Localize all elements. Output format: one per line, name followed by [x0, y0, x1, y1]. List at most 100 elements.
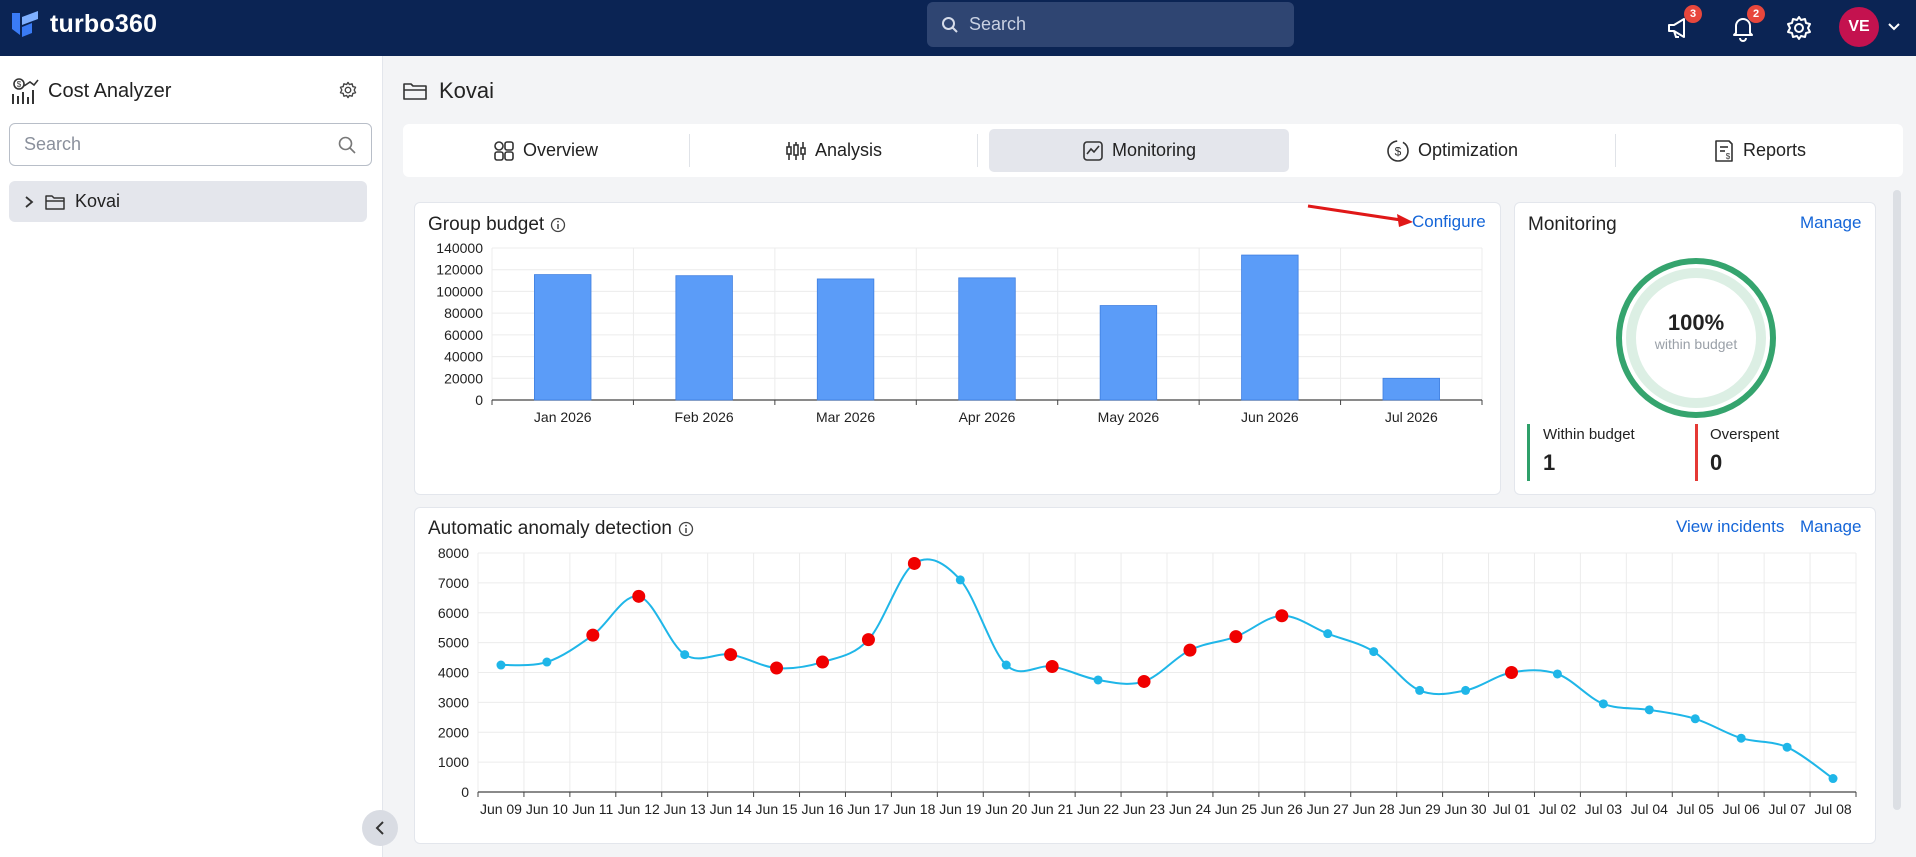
line-chart-y-tick-label: 2000	[438, 724, 469, 740]
tab-bar: Overview Analysis Monitoring $ Optimizat…	[403, 124, 1903, 177]
anomaly-point	[1505, 666, 1518, 679]
anomaly-detection-card: Automatic anomaly detection View inciden…	[414, 507, 1876, 844]
line-chart-x-tick-label: Jul 02	[1539, 801, 1577, 817]
line-chart-x-tick-label: Jul 03	[1585, 801, 1623, 817]
data-point	[1736, 733, 1746, 743]
sidebar-search-placeholder: Search	[24, 134, 82, 154]
annotation-arrow	[1307, 204, 1413, 227]
line-chart-x-tick-label: Jun 27	[1307, 801, 1349, 817]
app-logo[interactable]: turbo360	[10, 9, 157, 39]
bar-chart-x-tick-label: May 2026	[1098, 409, 1160, 425]
tab-reports[interactable]: $ Reports	[1616, 129, 1903, 172]
bar-chart-x-tick-label: Jan 2026	[534, 409, 592, 425]
line-chart-y-tick-label: 0	[461, 784, 469, 800]
collapse-sidebar-button[interactable]	[362, 810, 398, 846]
chevron-right-icon[interactable]	[23, 195, 35, 209]
svg-text:$: $	[1726, 152, 1731, 161]
data-point	[1369, 647, 1379, 657]
bar	[958, 277, 1016, 401]
page-scrollbar[interactable]	[1893, 190, 1901, 810]
chevron-down-icon[interactable]	[1886, 18, 1902, 34]
anomaly-point	[907, 556, 921, 570]
anomaly-point	[1137, 674, 1151, 688]
sidebar-settings-gear-icon[interactable]	[337, 79, 359, 101]
settings-button[interactable]	[1783, 12, 1815, 44]
data-point	[1323, 629, 1333, 639]
line-chart-x-tick-label: Jun 26	[1261, 801, 1303, 817]
tab-label: Monitoring	[1111, 140, 1197, 160]
data-point	[1598, 699, 1608, 709]
line-chart-x-tick-label: Jun 12	[618, 801, 660, 817]
line-chart-y-tick-label: 7000	[438, 575, 469, 591]
anomaly-point	[816, 655, 829, 669]
line-chart-x-tick-label: Jun 21	[1031, 801, 1073, 817]
monitoring-manage-link[interactable]: Manage	[1800, 213, 1862, 232]
line-chart-x-tick-label: Jun 13	[664, 801, 706, 817]
tab-optimization[interactable]: $ Optimization	[1289, 129, 1615, 172]
anomaly-point	[861, 633, 875, 647]
top-bar: turbo360 Search 3 2 VE	[0, 0, 1916, 56]
line-chart-x-tick-label: Jun 15	[756, 801, 798, 817]
announcements-button[interactable]: 3	[1664, 5, 1702, 44]
sidebar-search-input[interactable]: Search	[9, 123, 372, 166]
info-icon[interactable]	[678, 521, 694, 537]
tab-overview[interactable]: Overview	[403, 129, 688, 172]
sidebar-header: $ Cost Analyzer	[10, 76, 171, 106]
bar	[1382, 377, 1440, 401]
line-chart-x-tick-label: Jun 10	[526, 801, 568, 817]
anomaly-point	[770, 661, 784, 675]
bar-chart-y-tick-label: 80000	[444, 305, 483, 321]
bar-chart-x-tick-label: Apr 2026	[959, 409, 1016, 425]
line-chart-x-tick-label: Jun 16	[801, 801, 843, 817]
line-chart-x-tick-label: Jun 14	[710, 801, 752, 817]
data-point	[1415, 685, 1425, 695]
bar-chart-y-tick-label: 0	[475, 392, 483, 408]
gauge-percent: 100%	[1667, 310, 1725, 335]
sidebar: $ Cost Analyzer Search Kovai	[0, 56, 398, 857]
global-search-input[interactable]: Search	[927, 2, 1294, 47]
group-budget-card: Group budget Configure 0 20000 40000 60000 8…	[414, 202, 1501, 495]
tab-divider	[689, 134, 690, 167]
bar-chart-y-tick-label: 60000	[444, 327, 483, 343]
budget-gauge	[1616, 258, 1776, 418]
tab-label: Reports	[1742, 140, 1807, 160]
folder-icon	[403, 83, 427, 100]
line-chart-x-tick-label: Jun 19	[939, 801, 981, 817]
anomaly-manage-link[interactable]: Manage	[1800, 517, 1862, 536]
bar-chart-y-tick-label: 140000	[436, 243, 483, 256]
data-point	[1093, 675, 1103, 685]
sidebar-item-kovai[interactable]: Kovai	[9, 181, 367, 222]
tab-monitoring[interactable]: Monitoring	[989, 129, 1289, 172]
app-name: turbo360	[50, 9, 158, 38]
data-point	[496, 660, 506, 670]
line-chart-x-tick-label: Jul 06	[1722, 801, 1760, 817]
anomaly-point	[724, 648, 738, 662]
view-incidents-link[interactable]: View incidents	[1676, 517, 1785, 536]
chevron-left-icon	[375, 821, 384, 835]
overspent-label: Overspent	[1710, 426, 1780, 443]
global-search-placeholder: Search	[969, 14, 1027, 34]
line-chart-y-tick-label: 3000	[438, 694, 469, 710]
bar-chart-y-tick-label: 40000	[444, 349, 483, 365]
svg-text:$: $	[1395, 144, 1402, 158]
tab-label: Optimization	[1417, 140, 1519, 160]
info-icon[interactable]	[550, 217, 566, 233]
bar-chart-x-tick-label: Jul 2026	[1385, 409, 1438, 425]
anomaly-point	[1275, 609, 1289, 623]
user-avatar[interactable]: VE	[1839, 7, 1879, 47]
bar	[816, 278, 875, 401]
page-title: Kovai	[403, 78, 494, 104]
bar	[675, 275, 733, 401]
svg-text:$: $	[17, 80, 22, 89]
reports-icon: $	[1715, 139, 1733, 162]
group-budget-chart: 0 20000 40000 60000 80000 100000 120000 140000 J…	[436, 243, 1483, 425]
tab-divider	[977, 134, 978, 167]
configure-link[interactable]: Configure	[1412, 212, 1486, 231]
data-point	[1828, 774, 1838, 784]
data-point	[955, 575, 965, 585]
notifications-button[interactable]: 2	[1727, 5, 1765, 44]
data-point	[1644, 705, 1654, 715]
tab-analysis[interactable]: Analysis	[690, 129, 977, 172]
gauge-caption: within budget	[1654, 336, 1738, 352]
